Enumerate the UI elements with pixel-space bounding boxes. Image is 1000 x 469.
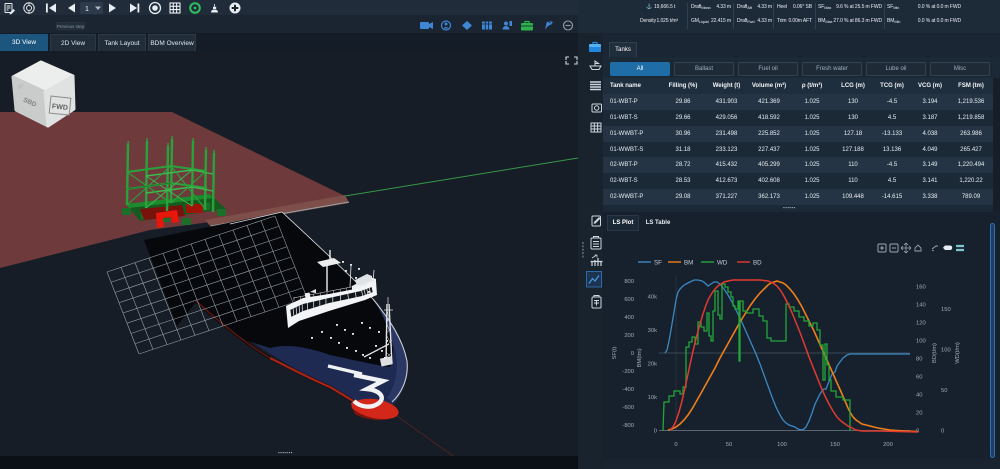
svg-text:40k: 40k bbox=[648, 295, 657, 301]
svg-text:BM(tm): BM(tm) bbox=[637, 348, 643, 367]
svg-text:80: 80 bbox=[916, 357, 922, 363]
svg-text:BD(t/m): BD(t/m) bbox=[932, 343, 938, 363]
svg-text:30k: 30k bbox=[648, 328, 657, 334]
svg-text:150: 150 bbox=[941, 307, 951, 313]
svg-text:20: 20 bbox=[916, 411, 922, 417]
svg-text:20k: 20k bbox=[648, 362, 657, 368]
svg-text:200: 200 bbox=[624, 333, 634, 339]
svg-text:10k: 10k bbox=[648, 395, 657, 401]
svg-text:150: 150 bbox=[830, 442, 840, 448]
svg-text:800: 800 bbox=[624, 279, 634, 285]
svg-text:WD(t/m): WD(t/m) bbox=[955, 342, 961, 364]
svg-text:100: 100 bbox=[916, 339, 926, 345]
svg-text:600: 600 bbox=[624, 297, 634, 303]
svg-text:100: 100 bbox=[777, 442, 787, 448]
svg-text:160: 160 bbox=[916, 285, 926, 291]
svg-text:0: 0 bbox=[631, 351, 634, 357]
svg-text:WD: WD bbox=[717, 260, 728, 267]
svg-text:50: 50 bbox=[726, 442, 732, 448]
svg-text:100: 100 bbox=[941, 348, 951, 354]
svg-text:3D: 3D bbox=[17, 82, 24, 91]
svg-text:0: 0 bbox=[674, 442, 677, 448]
svg-text:60: 60 bbox=[916, 375, 922, 381]
svg-text:1: 1 bbox=[85, 4, 89, 13]
svg-text:SF(t): SF(t) bbox=[612, 346, 618, 359]
svg-text:0: 0 bbox=[941, 429, 944, 435]
svg-text:400: 400 bbox=[624, 315, 634, 321]
svg-text:50: 50 bbox=[941, 388, 947, 394]
svg-text:-200: -200 bbox=[622, 369, 634, 375]
svg-text:120: 120 bbox=[916, 321, 926, 327]
svg-text:40: 40 bbox=[916, 393, 922, 399]
svg-text:FWD: FWD bbox=[52, 103, 69, 112]
svg-text:BD: BD bbox=[753, 260, 762, 267]
svg-text:BM: BM bbox=[684, 260, 693, 267]
svg-text:-800: -800 bbox=[622, 423, 634, 429]
svg-text:SF: SF bbox=[654, 260, 662, 267]
svg-text:-400: -400 bbox=[622, 387, 634, 393]
svg-text:-600: -600 bbox=[622, 405, 634, 411]
svg-text:0: 0 bbox=[654, 429, 657, 435]
svg-text:140: 140 bbox=[916, 303, 926, 309]
svg-text:200: 200 bbox=[883, 442, 893, 448]
